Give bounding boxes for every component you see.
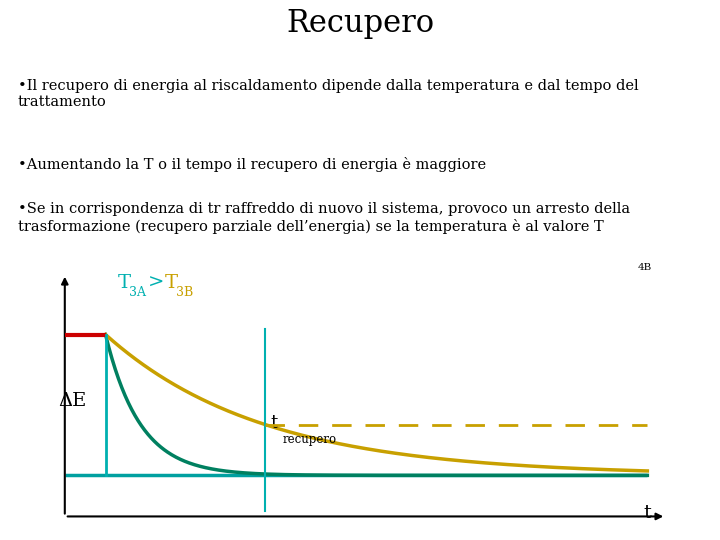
Text: 3A: 3A <box>130 286 146 299</box>
Text: •Aumentando la T o il tempo il recupero di energia è maggiore: •Aumentando la T o il tempo il recupero … <box>18 157 486 172</box>
Text: ΔE: ΔE <box>58 392 86 410</box>
Text: t: t <box>270 414 277 433</box>
Text: 4B: 4B <box>638 264 652 272</box>
Text: Recupero: Recupero <box>286 9 434 39</box>
Text: •Il recupero di energia al riscaldamento dipende dalla temperatura e dal tempo d: •Il recupero di energia al riscaldamento… <box>18 79 639 109</box>
Text: 3B: 3B <box>176 286 194 299</box>
Text: >: > <box>148 274 164 292</box>
Text: recupero: recupero <box>283 433 337 446</box>
Text: •Se in corrispondenza di tr raffreddo di nuovo il sistema, provoco un arresto de: •Se in corrispondenza di tr raffreddo di… <box>18 202 630 234</box>
Text: T: T <box>118 274 131 292</box>
Text: t: t <box>644 503 652 522</box>
Text: T: T <box>165 274 178 292</box>
